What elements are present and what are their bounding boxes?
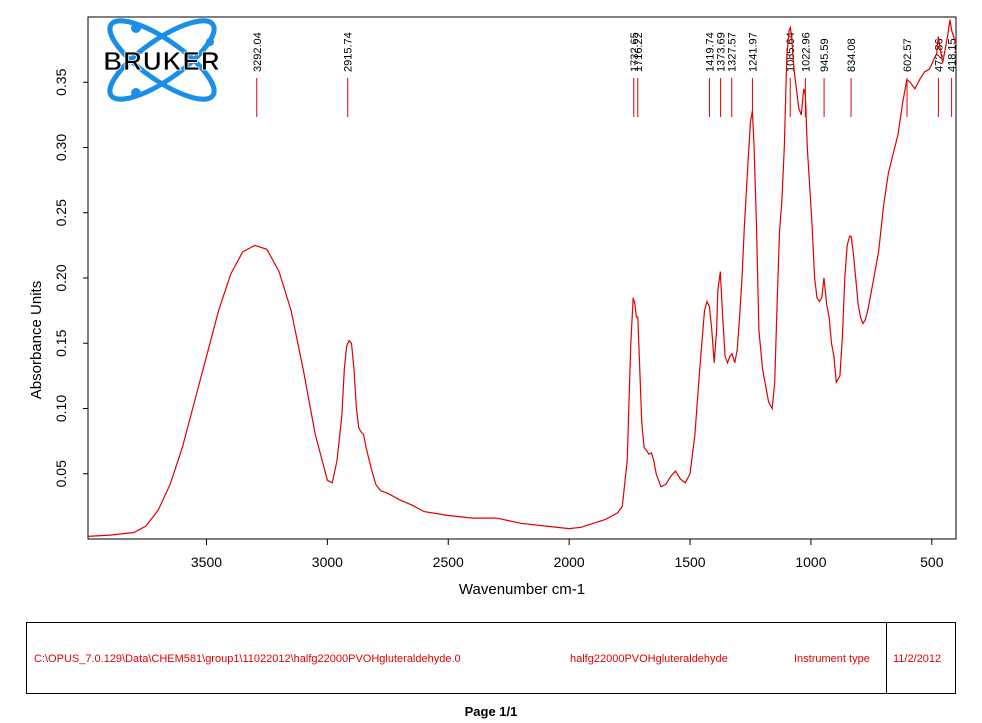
logo-orbit-1 bbox=[107, 18, 217, 102]
peak-label: 1419.74 bbox=[704, 32, 716, 72]
footer-instrument: Instrument type bbox=[794, 653, 870, 665]
y-tick-label: 0.30 bbox=[53, 134, 69, 161]
y-tick-label: 0.20 bbox=[53, 264, 69, 291]
axis-ticks: 3500 3000 2500 2000 1500 1000 500 0.05 0.10 0.15 0… bbox=[53, 68, 944, 570]
page-label: Page 1/1 bbox=[464, 704, 518, 719]
x-tick-label: 2000 bbox=[554, 554, 585, 570]
logo-dot-1 bbox=[131, 23, 141, 33]
footer-sample-name: halfg22000PVOHgluteraldehyde bbox=[570, 653, 728, 665]
x-tick-label: 1000 bbox=[795, 554, 826, 570]
logo-text: BRUKER bbox=[103, 46, 220, 76]
footer-date: 11/2/2012 bbox=[893, 653, 942, 665]
y-tick-label: 0.15 bbox=[53, 329, 69, 356]
peak-label: 2915.74 bbox=[343, 32, 355, 72]
x-tick-label: 1500 bbox=[674, 554, 705, 570]
peak-label: 1732.65 bbox=[629, 32, 641, 72]
y-tick-label: 0.35 bbox=[53, 68, 69, 95]
y-tick-label: 0.10 bbox=[53, 395, 69, 422]
peak-label: 472.86 bbox=[933, 38, 945, 72]
logo-dot-3 bbox=[206, 38, 214, 46]
peak-label: 834.08 bbox=[846, 38, 858, 72]
y-tick-label: 0.25 bbox=[53, 199, 69, 226]
peak-label: 1241.97 bbox=[747, 32, 759, 72]
footer-divider bbox=[886, 622, 887, 694]
x-tick-label: 2500 bbox=[433, 554, 464, 570]
peak-label: 1327.57 bbox=[727, 32, 739, 72]
peak-label: 418.15 bbox=[947, 38, 959, 72]
y-axis-title: Absorbance Units bbox=[28, 281, 45, 399]
x-tick-label: 500 bbox=[920, 554, 944, 570]
bruker-logo: BRUKER bbox=[103, 18, 220, 102]
x-axis-title: Wavenumber cm-1 bbox=[459, 581, 585, 598]
y-tick-label: 0.05 bbox=[53, 460, 69, 487]
plot-frame bbox=[87, 16, 957, 540]
peak-label: 1373.69 bbox=[716, 32, 728, 72]
footer-file-path: C:\OPUS_7.0.129\Data\CHEM581\group1\1102… bbox=[34, 653, 461, 665]
x-tick-label: 3500 bbox=[191, 554, 222, 570]
footer-box bbox=[26, 622, 956, 694]
spectrum-line bbox=[87, 19, 957, 537]
peak-label: 3292.04 bbox=[252, 32, 264, 72]
x-tick-label: 3000 bbox=[312, 554, 343, 570]
peak-label: 1716.22 bbox=[633, 32, 645, 72]
peak-label: 1022.96 bbox=[800, 32, 812, 72]
logo-orbit-2 bbox=[107, 18, 217, 102]
peak-label: 945.59 bbox=[819, 38, 831, 72]
logo-dot-2 bbox=[131, 88, 141, 98]
peak-label: 602.57 bbox=[902, 38, 914, 72]
